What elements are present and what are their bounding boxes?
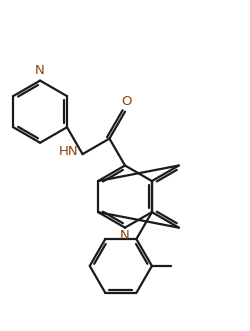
Text: N: N	[120, 229, 130, 242]
Text: N: N	[35, 65, 45, 77]
Text: O: O	[121, 95, 132, 108]
Text: HN: HN	[59, 145, 79, 158]
